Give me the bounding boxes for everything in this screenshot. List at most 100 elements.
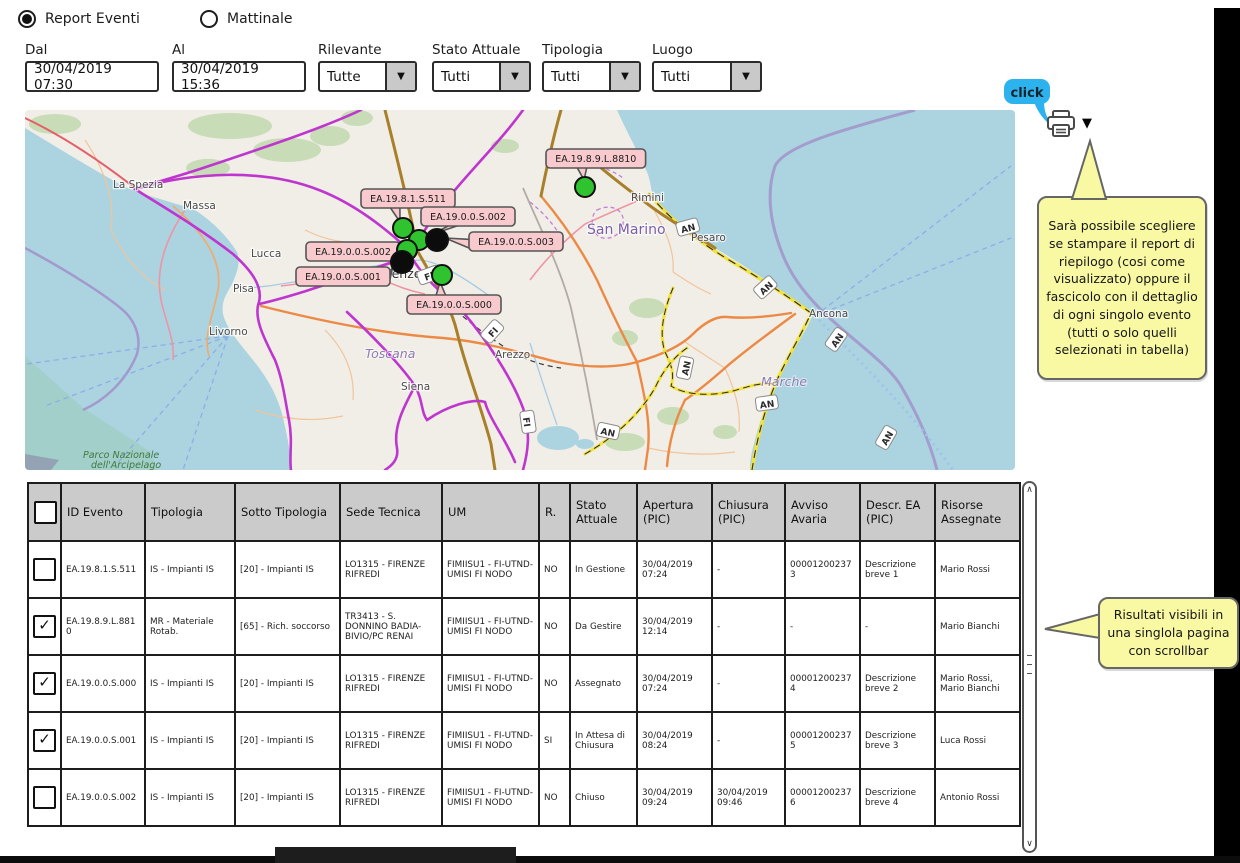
radio-report-eventi[interactable]: Report Eventi — [18, 10, 140, 28]
map-place-label: Toscana — [365, 346, 415, 361]
event-marker[interactable] — [425, 228, 449, 252]
road-badge: FI — [480, 319, 505, 344]
event-label[interactable]: EA.19.0.0.S.003 — [468, 231, 564, 252]
rilevante-value: Tutte — [327, 68, 361, 85]
map-place-label: Rimini — [631, 192, 664, 204]
rilevante-label: Rilevante — [318, 42, 382, 58]
road-badge: AN — [754, 394, 779, 412]
table-cell: MR - Materiale Rotab. — [144, 597, 236, 656]
stato-attuale-value: Tutti — [441, 68, 471, 85]
luogo-value: Tutti — [661, 68, 691, 85]
taskbar-fragment — [275, 847, 516, 863]
table-cell: [20] - Impianti IS — [234, 540, 341, 599]
results-note-tail — [1044, 612, 1101, 640]
table-cell: 30/04/2019 09:24 — [636, 768, 713, 827]
event-label[interactable]: EA.19.0.0.S.000 — [406, 294, 502, 315]
results-note-text: Risultati visibili in una singlola pagin… — [1107, 607, 1230, 658]
table-cell: - — [859, 597, 936, 656]
radio-unselected-icon — [200, 10, 218, 28]
event-marker[interactable] — [392, 217, 414, 239]
table-cell: Chiuso — [569, 768, 638, 827]
table-cell: 000012002373 — [784, 540, 861, 599]
al-label: Al — [172, 42, 185, 58]
svg-text:EA.19.0.0.S.002: EA.19.0.0.S.002 — [430, 212, 506, 223]
event-label[interactable]: EA.19.0.0.S.002 — [305, 241, 401, 262]
column-header: Avviso Avaria — [784, 482, 861, 542]
row-checkbox[interactable]: ✓ — [33, 672, 56, 695]
event-label[interactable]: EA.19.8.9.L.8810 — [545, 148, 647, 169]
table-cell: 30/04/2019 09:46 — [711, 768, 786, 827]
event-label[interactable]: EA.19.8.1.S.511 — [360, 188, 456, 209]
stato-attuale-select[interactable]: Tutti ▼ — [432, 61, 531, 92]
row-checkbox[interactable]: ✓ — [33, 729, 56, 752]
column-header: Chiusura (PIC) — [711, 482, 786, 542]
select-all-checkbox[interactable] — [34, 500, 57, 524]
table-cell: TR3413 - S. DONNINO BADIA-BIVIO/PC RENAI — [339, 597, 443, 656]
tipologia-select[interactable]: Tutti ▼ — [542, 61, 641, 92]
table-cell: - — [711, 597, 786, 656]
chevron-down-icon[interactable]: ▼ — [499, 63, 529, 90]
event-marker[interactable] — [431, 264, 453, 286]
scrollbar-grip[interactable] — [1027, 655, 1032, 674]
scroll-up-icon[interactable]: ∧ — [1026, 485, 1033, 495]
luogo-select[interactable]: Tutti ▼ — [652, 61, 762, 92]
print-note-tail — [1070, 138, 1108, 200]
svg-text:AN: AN — [759, 400, 775, 412]
table-cell: Descrizione breve 3 — [859, 711, 936, 770]
map-place-label: Siena — [401, 381, 430, 393]
click-label: click — [1011, 86, 1044, 101]
print-button[interactable]: ▼ — [1045, 108, 1105, 142]
table-cell: 30/04/2019 08:24 — [636, 711, 713, 770]
table-cell: Antonio Rossi — [934, 768, 1021, 827]
table-cell: LO1315 - FIRENZE RIFREDI — [339, 654, 443, 713]
chevron-down-icon[interactable]: ▼ — [730, 63, 760, 90]
event-label[interactable]: EA.19.0.0.S.001 — [295, 266, 391, 287]
table-cell: LO1315 - FIRENZE RIFREDI — [339, 768, 443, 827]
event-marker[interactable] — [574, 176, 596, 198]
table-cell: FIMIISU1 - FI-UTND-UMISI FI NODO — [441, 540, 540, 599]
map-place-label: San Marino — [587, 222, 666, 238]
table-cell: Descrizione breve 2 — [859, 654, 936, 713]
screen-edge-black-bottom — [0, 856, 1240, 863]
map-place-label: dell'Arcipelago — [91, 460, 161, 470]
dal-input[interactable]: 30/04/2019 07:30 — [25, 61, 159, 93]
map-place-label: Lucca — [251, 248, 281, 260]
rilevante-select[interactable]: Tutte ▼ — [318, 61, 417, 92]
table-cell: [20] - Impianti IS — [234, 711, 341, 770]
al-input[interactable]: 30/04/2019 15:36 — [172, 61, 306, 93]
radio-mattinale[interactable]: Mattinale — [200, 10, 292, 28]
scroll-down-icon[interactable]: ∨ — [1026, 839, 1033, 849]
column-header: Risorse Assegnate — [934, 482, 1021, 542]
table-cell: Descrizione breve 1 — [859, 540, 936, 599]
row-checkbox[interactable]: ✓ — [33, 615, 56, 638]
event-marker[interactable] — [390, 250, 414, 274]
table-cell: 000012002374 — [784, 654, 861, 713]
table-scrollbar[interactable]: ∧ ∨ — [1022, 481, 1037, 853]
map-place-label: Livorno — [209, 326, 248, 338]
map-place-label: La Spezia — [113, 179, 163, 191]
svg-text:AN: AN — [681, 360, 694, 376]
chevron-down-icon[interactable]: ▼ — [385, 63, 415, 90]
table-cell: FIMIISU1 - FI-UTND-UMISI FI NODO — [441, 654, 540, 713]
print-menu-caret-icon[interactable]: ▼ — [1082, 116, 1092, 131]
table-cell: 30/04/2019 12:14 — [636, 597, 713, 656]
chevron-down-icon[interactable]: ▼ — [609, 63, 639, 90]
events-map[interactable]: La Spezia Massa Lucca Pisa Livorno Siena Arezz… — [25, 110, 1015, 470]
map-place-label: Ancona — [809, 308, 848, 320]
svg-text:EA.19.8.1.S.511: EA.19.8.1.S.511 — [370, 194, 446, 205]
select-all-header — [27, 482, 62, 542]
column-header: Descr. EA (PIC) — [859, 482, 936, 542]
event-label[interactable]: EA.19.0.0.S.002 — [420, 206, 516, 227]
table-cell: SI — [538, 711, 571, 770]
table-row: ✓ EA.19.0.0.S.000 IS - Impianti IS [20] - I… — [27, 654, 1021, 713]
table-row: EA.19.0.0.S.002 IS - Impianti IS [20] - Im… — [27, 768, 1021, 827]
row-checkbox[interactable] — [33, 786, 56, 809]
table-cell: In Gestione — [569, 540, 638, 599]
table-cell: Mario Rossi — [934, 540, 1021, 599]
road-badge: FI — [519, 409, 537, 434]
table-cell: EA.19.8.1.S.511 — [60, 540, 146, 599]
map-place-label: Marche — [761, 374, 807, 389]
svg-text:EA.19.0.0.S.003: EA.19.0.0.S.003 — [478, 237, 554, 248]
row-checkbox[interactable] — [33, 558, 56, 581]
